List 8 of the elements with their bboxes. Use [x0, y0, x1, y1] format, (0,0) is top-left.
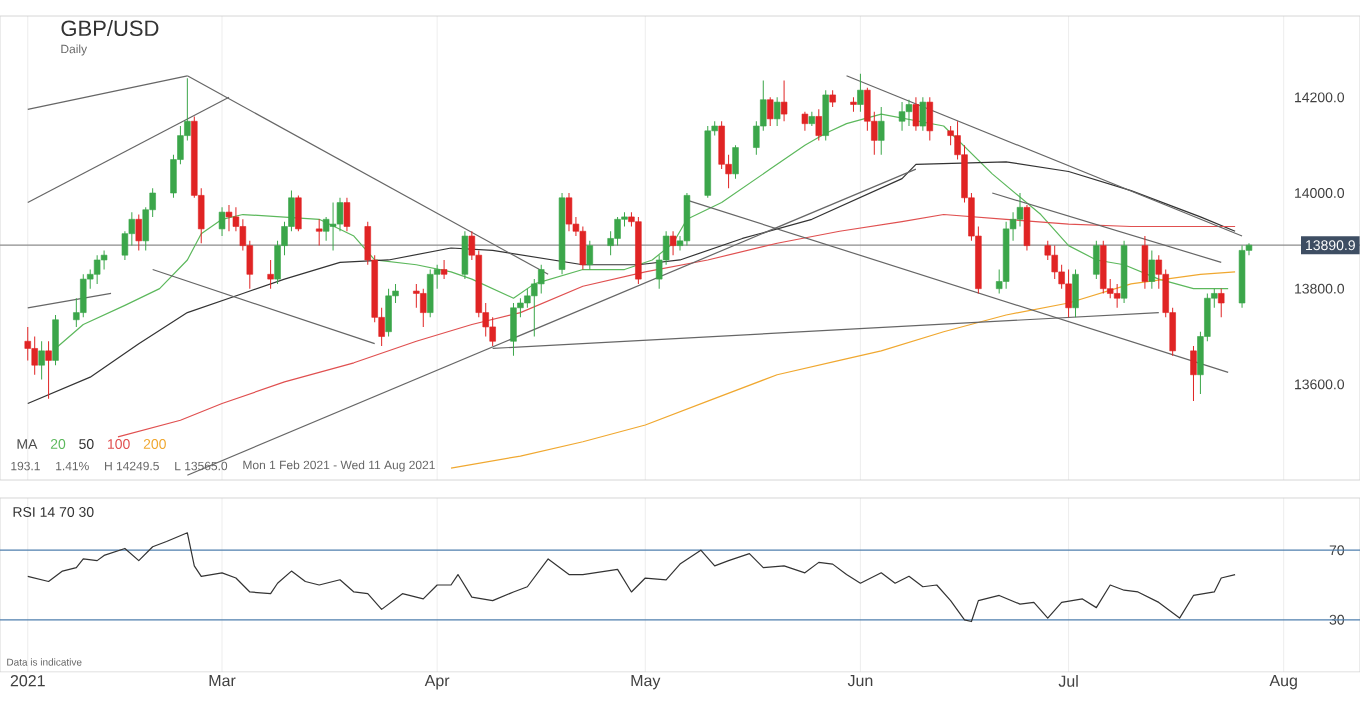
x-tick-label: May — [631, 675, 661, 690]
x-tick-label: Jun — [847, 675, 873, 687]
x-tick-label: Aug — [1269, 675, 1297, 690]
x-tick-label: Jul — [1058, 675, 1078, 687]
x-tick-label: Mar — [209, 675, 236, 687]
chart-title: GBP/USD — [61, 19, 159, 37]
x-tick-label: Apr — [424, 675, 450, 690]
x-tick-label: 2021 — [10, 675, 45, 687]
